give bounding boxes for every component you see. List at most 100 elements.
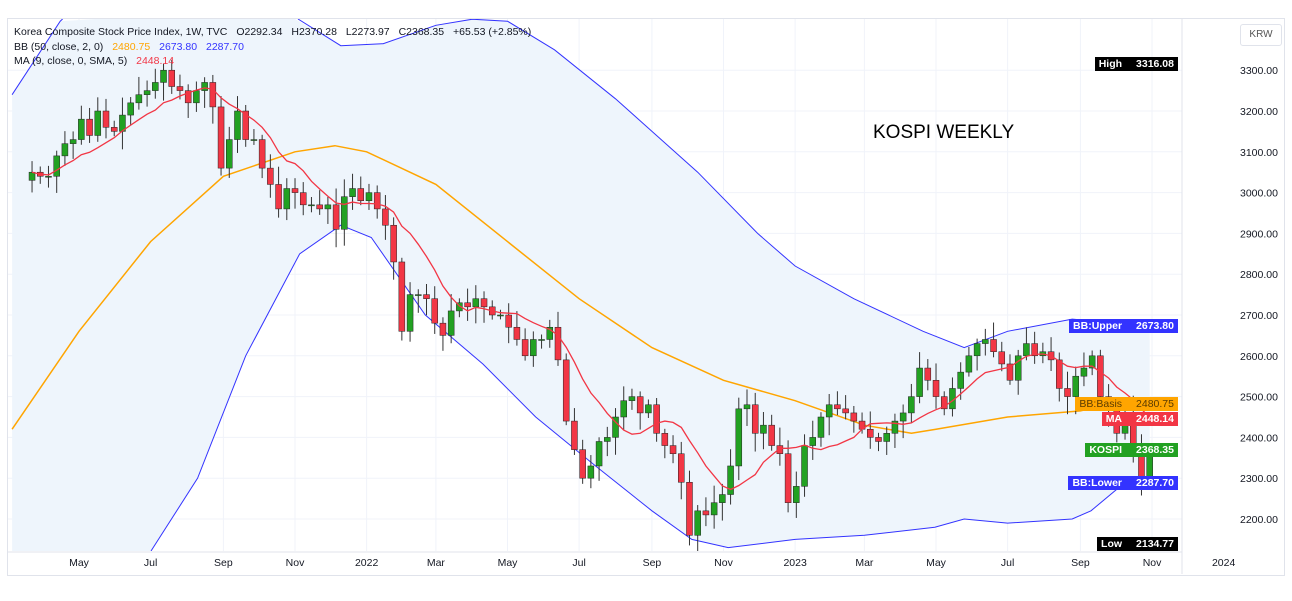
chart-watermark: KOSPI WEEKLY <box>873 122 1015 143</box>
high-tag: High 3316.08 <box>1094 56 1178 71</box>
candle-body <box>1088 355 1096 369</box>
x-tick-label: May <box>498 557 519 569</box>
x-tick-label: Jul <box>1001 557 1014 569</box>
candle-body <box>924 367 932 381</box>
candle-body <box>883 433 890 442</box>
candle-body <box>201 82 208 91</box>
tag-label: High <box>1098 57 1123 70</box>
bb-lower-value: 2287.70 <box>206 41 244 53</box>
candle-body <box>406 294 414 332</box>
candle-body <box>1097 355 1104 397</box>
candle-body <box>776 445 784 454</box>
candle-body <box>998 351 1006 365</box>
tag-value: 3316.08 <box>1136 57 1174 70</box>
ohlc-high: H2370.28 <box>291 26 337 38</box>
candle-body <box>242 110 249 140</box>
candle-body <box>1064 388 1071 397</box>
y-tick-label: 2500.00 <box>1240 392 1278 404</box>
candle-body <box>940 396 948 410</box>
y-tick-label: 3300.00 <box>1240 65 1278 77</box>
candle-body <box>817 416 825 438</box>
candle-body <box>127 102 134 116</box>
candle-body <box>308 204 315 207</box>
candle-body <box>538 339 545 341</box>
candle-body <box>669 445 677 454</box>
candle-body <box>801 445 808 487</box>
candle-body <box>694 510 701 536</box>
candle-body <box>61 143 69 157</box>
candle-body <box>809 437 816 446</box>
candle-body <box>497 314 504 317</box>
candle-body <box>28 171 36 181</box>
y-tick-label: 2800.00 <box>1240 269 1278 281</box>
candle-body <box>957 371 964 389</box>
candle-body <box>899 412 907 422</box>
candle-body <box>53 155 60 177</box>
candle-body <box>793 486 800 503</box>
candle-body <box>1023 343 1030 357</box>
legend-ma[interactable]: MA (9, close, 0, SMA, 5) 2448.14 <box>14 55 180 67</box>
candle-body <box>867 428 874 438</box>
candle-body <box>291 188 299 193</box>
symbol-info: Korea Composite Stock Price Index, 1W, T… <box>14 26 228 38</box>
candle-body <box>653 404 660 434</box>
candle-body <box>505 314 512 328</box>
candle-body <box>1072 375 1079 397</box>
kospi-price-tag: KOSPI 2368.35 <box>1085 443 1178 458</box>
ma-line <box>31 87 1151 491</box>
candle-body <box>324 204 332 210</box>
candle-body <box>456 302 463 312</box>
candle-body <box>464 302 471 308</box>
candle-body <box>760 424 767 434</box>
x-tick-label: Nov <box>1143 557 1162 569</box>
y-tick-label: 2200.00 <box>1240 514 1278 526</box>
candle-body <box>69 139 77 144</box>
candle-body <box>193 90 200 104</box>
candle-body <box>258 139 266 169</box>
candle-body <box>908 396 915 414</box>
candle-body <box>825 404 833 418</box>
bb-basis-value: 2480.75 <box>112 41 151 53</box>
candle-body <box>398 261 406 332</box>
candle-body <box>612 416 619 438</box>
bb-upper-value: 2673.80 <box>159 41 198 53</box>
legend-bb[interactable]: BB (50, close, 2, 0) 2480.75 2673.80 228… <box>14 41 250 53</box>
candle-body <box>267 167 274 185</box>
candle-body <box>431 298 438 324</box>
candle-body <box>891 420 899 434</box>
y-tick-label: 3200.00 <box>1240 106 1278 118</box>
candle-body <box>834 404 841 410</box>
candle-body <box>332 204 340 230</box>
candle-body <box>727 465 734 495</box>
candle-body <box>86 118 93 136</box>
candle-body <box>645 404 652 414</box>
candle-body <box>184 90 192 104</box>
candle-body <box>751 404 759 434</box>
candle-body <box>283 188 291 210</box>
candle-body <box>176 86 184 91</box>
candle-body <box>562 359 570 422</box>
candle-body <box>554 326 562 361</box>
legend-symbol: Korea Composite Stock Price Index, 1W, T… <box>14 26 537 38</box>
currency-button[interactable]: KRW <box>1240 24 1282 46</box>
candle-body <box>571 420 578 450</box>
x-tick-label: May <box>69 557 90 569</box>
x-tick-label: 2023 <box>783 557 807 569</box>
candle-body <box>768 424 775 446</box>
x-tick-label: Sep <box>214 557 233 569</box>
candle-body <box>743 404 751 410</box>
candle-body <box>299 192 307 206</box>
x-tick-label: Mar <box>855 557 874 569</box>
x-tick-label: Jul <box>572 557 585 569</box>
candle-body <box>579 449 586 479</box>
candle-body <box>250 139 258 141</box>
x-tick-label: Jul <box>144 557 157 569</box>
tag-label: KOSPI <box>1089 444 1123 457</box>
candle-body <box>341 196 348 230</box>
candle-body <box>423 294 430 299</box>
candle-body <box>390 224 397 263</box>
x-tick-label: Nov <box>286 557 305 569</box>
tag-label: BB:Lower <box>1072 477 1123 490</box>
candle-body <box>209 82 217 108</box>
